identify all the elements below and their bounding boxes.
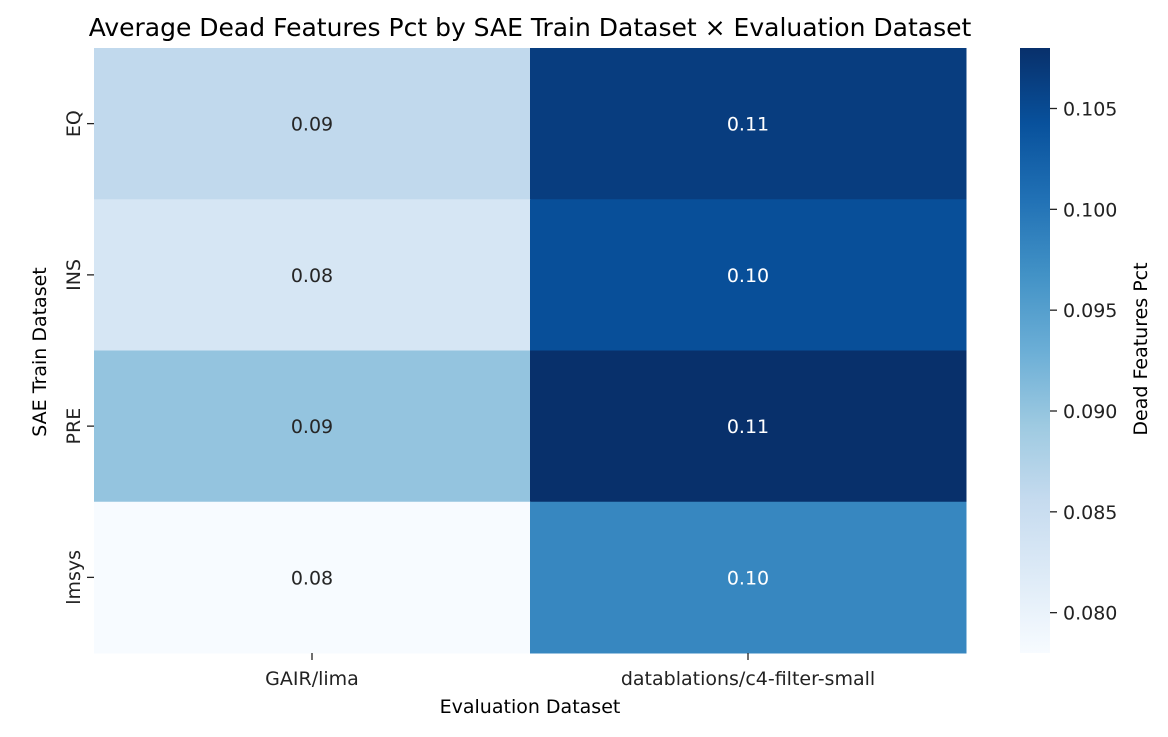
colorbar-gradient [1020, 48, 1050, 653]
colorbar-tick-label: 0.100 [1063, 199, 1117, 221]
heatmap-cells [94, 48, 967, 654]
x-axis-label: Evaluation Dataset [440, 696, 621, 718]
heatmap-cell [530, 48, 967, 200]
heatmap-cell-label: 0.10 [727, 567, 769, 589]
x-tick-label: datablations/c4-filter-small [621, 668, 875, 690]
colorbar: 0.080 0.085 0.090 0.095 0.100 0.105 [1020, 48, 1117, 653]
heatmap-cell [94, 501, 531, 654]
y-tick-label: INS [63, 259, 85, 291]
colorbar-label: Dead Features Pct [1130, 262, 1152, 435]
y-tick-label: lmsys [63, 550, 85, 605]
chart-title: Average Dead Features Pct by SAE Train D… [89, 13, 972, 42]
heatmap-cell-label: 0.08 [291, 567, 333, 589]
heatmap-cell-label: 0.09 [291, 114, 333, 136]
heatmap-cell [94, 350, 531, 503]
heatmap-cell-labels: 0.09 0.11 0.08 0.10 0.09 0.11 0.08 0.10 [291, 114, 769, 590]
colorbar-tick-label: 0.090 [1063, 401, 1117, 423]
heatmap-cell [530, 350, 967, 503]
x-tick-label: GAIR/lima [265, 668, 359, 690]
heatmap-cell [530, 501, 967, 654]
heatmap-cell-label: 0.09 [291, 416, 333, 438]
heatmap-cell-label: 0.11 [727, 114, 769, 136]
colorbar-tick-label: 0.095 [1063, 300, 1117, 322]
heatmap-cell [530, 199, 967, 351]
y-axis-label: SAE Train Dataset [29, 267, 51, 437]
heatmap-cell-label: 0.11 [727, 416, 769, 438]
x-axis: GAIR/lima datablations/c4-filter-small [265, 653, 875, 690]
y-tick-label: PRE [63, 408, 85, 445]
y-tick-label: EQ [63, 110, 85, 137]
heatmap-cell [94, 48, 531, 200]
heatmap-cell-label: 0.10 [727, 265, 769, 287]
y-axis: EQ INS PRE lmsys [63, 110, 94, 605]
heatmap-cell-label: 0.08 [291, 265, 333, 287]
colorbar-tick-label: 0.085 [1063, 502, 1117, 524]
colorbar-tick-label: 0.080 [1063, 603, 1117, 625]
heatmap-cell [94, 199, 531, 351]
colorbar-tick-label: 0.105 [1063, 99, 1117, 121]
